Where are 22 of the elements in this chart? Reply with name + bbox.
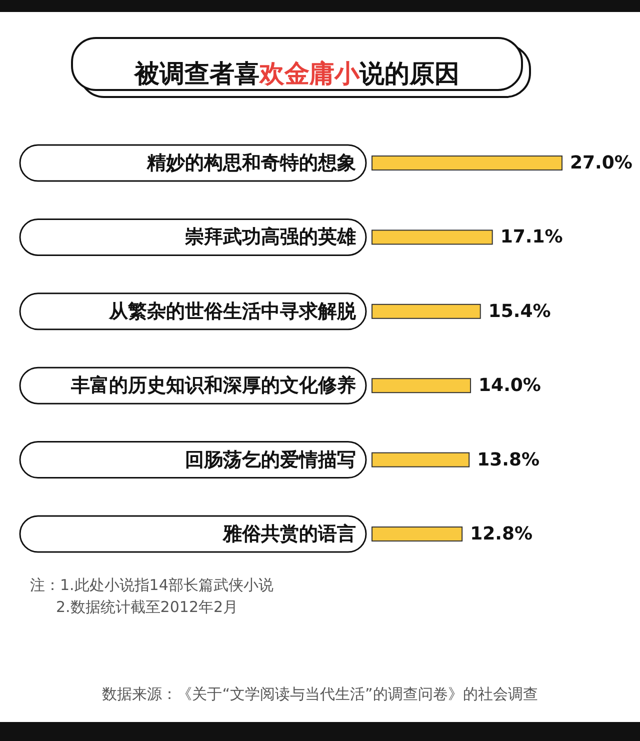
- data-label: 13.8%: [477, 449, 540, 470]
- text: 注：1.此处小说指14部长篇武侠小说: [30, 576, 274, 594]
- y-tick-label: 从繁杂的世俗生活中寻求解脱: [108, 300, 357, 322]
- y-tick-label: 雅俗共赏的语言: [222, 523, 356, 545]
- source-note: 数据来源：《关于“文学阅读与当代生活”的调查问卷》的社会调查: [102, 685, 538, 703]
- y-tick-label: 精妙的构思和奇特的想象: [146, 152, 356, 174]
- data-label: 17.1%: [500, 226, 563, 248]
- data-label: 27.0%: [570, 152, 632, 174]
- bar: [372, 304, 481, 319]
- bar: [372, 156, 562, 170]
- data-label: 14.0%: [478, 375, 541, 396]
- data-label: 15.4%: [488, 300, 551, 322]
- text: 2.数据统计截至2012年2月: [56, 598, 238, 616]
- y-tick-label: 崇拜武功高强的英雄: [184, 226, 356, 248]
- data-label: 12.8%: [470, 524, 533, 544]
- bar: [372, 526, 463, 542]
- chart-title: 被调查者喜欢金庸小说的原因: [134, 58, 460, 88]
- bar: [372, 452, 470, 468]
- y-tick-label: 丰富的历史知识和深厚的文化修养: [70, 374, 356, 397]
- y-tick-label: 回肠荡乞的爱情描写: [185, 448, 356, 471]
- bar: [372, 378, 472, 394]
- bar: [372, 230, 493, 245]
